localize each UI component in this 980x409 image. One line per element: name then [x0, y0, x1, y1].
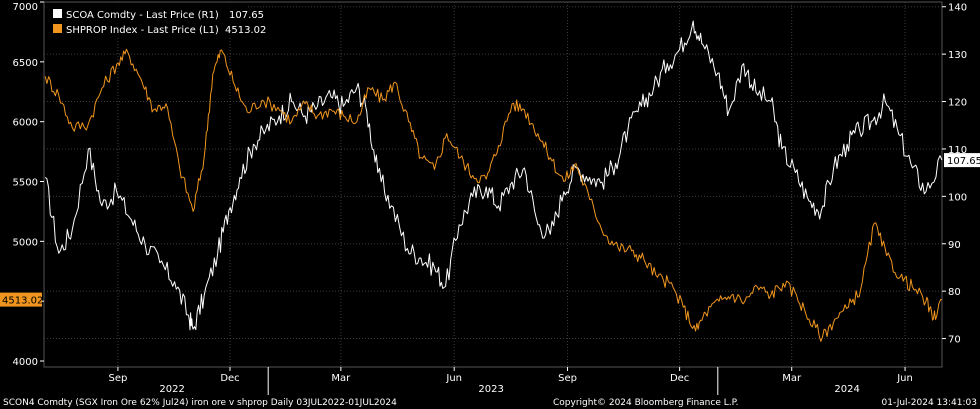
- shprop-index-line: [44, 48, 943, 342]
- legend-label-scoa: SCOA Comdty - Last Price (R1): [66, 10, 219, 21]
- legend-label-shprop: SHPROP Index - Last Price (L1): [66, 25, 219, 36]
- x-month-label: Sep: [108, 373, 127, 384]
- right-tick-label: 100: [948, 192, 967, 203]
- legend: SCOA Comdty - Last Price (R1) 107.65 SHP…: [46, 4, 266, 38]
- left-tick-label: 6500: [13, 58, 38, 69]
- x-month-label: Dec: [670, 373, 689, 384]
- right-tick-label: 70: [948, 335, 961, 346]
- right-tick-label: 140: [948, 3, 967, 14]
- x-month-label: Jun: [896, 373, 913, 384]
- x-year-label: 2023: [478, 384, 503, 395]
- x-month-label: Sep: [558, 373, 577, 384]
- left-tick-label: 4000: [13, 357, 38, 368]
- right-badge-box: [944, 153, 980, 168]
- footer-timestamp: 01-Jul-2024 13:41:03: [882, 398, 978, 408]
- x-month-label: Dec: [220, 373, 239, 384]
- left-tick-label: 5000: [13, 237, 38, 248]
- legend-value-scoa: 107.65: [229, 10, 264, 21]
- footer: SCON4 Comdty (SGX Iron Ore 62% Jul24) ir…: [3, 398, 977, 408]
- footer-left-text: SCON4 Comdty (SGX Iron Ore 62% Jul24) ir…: [3, 398, 397, 408]
- year-separators: [267, 367, 719, 395]
- x-month-label: Mar: [331, 373, 351, 384]
- right-last-value-badge: 107.65: [944, 153, 980, 168]
- x-month-label: Jun: [445, 373, 462, 384]
- left-last-value-badge: 4513.02: [0, 292, 43, 307]
- left-tick-label: 7000: [13, 2, 38, 13]
- right-tick-label: 120: [948, 98, 967, 109]
- left-tick-label: 5500: [13, 178, 38, 189]
- x-axis: Sep Dec Mar Jun Sep Dec Mar Jun 2022 2023 2024: [108, 367, 913, 395]
- left-tick-label: 6000: [13, 118, 38, 129]
- right-tick-label: 90: [948, 240, 961, 251]
- right-tick-label: 110: [948, 145, 967, 156]
- footer-copyright: Copyright© 2024 Bloomberg Finance L.P.: [553, 398, 738, 408]
- left-badge-box: [0, 292, 42, 307]
- right-axis: 70 80 90 100 110 120 130 140: [942, 3, 967, 346]
- grid-lines: [43, 1, 943, 368]
- left-badge-value: 4513.02: [2, 296, 43, 307]
- legend-value-shprop: 4513.02: [225, 25, 266, 36]
- right-tick-label: 130: [948, 50, 967, 61]
- series-lines: [44, 20, 943, 342]
- legend-background: [46, 4, 246, 38]
- right-tick-label: 80: [948, 287, 961, 298]
- x-month-label: Mar: [782, 373, 802, 384]
- x-year-label: 2022: [159, 384, 184, 395]
- legend-swatch-scoa: [53, 9, 62, 18]
- plot-frame: [43, 1, 943, 368]
- x-year-label: 2024: [834, 384, 859, 395]
- legend-swatch-shprop: [53, 24, 62, 33]
- right-badge-value: 107.65: [947, 156, 980, 167]
- scoa-price-line: [44, 20, 943, 331]
